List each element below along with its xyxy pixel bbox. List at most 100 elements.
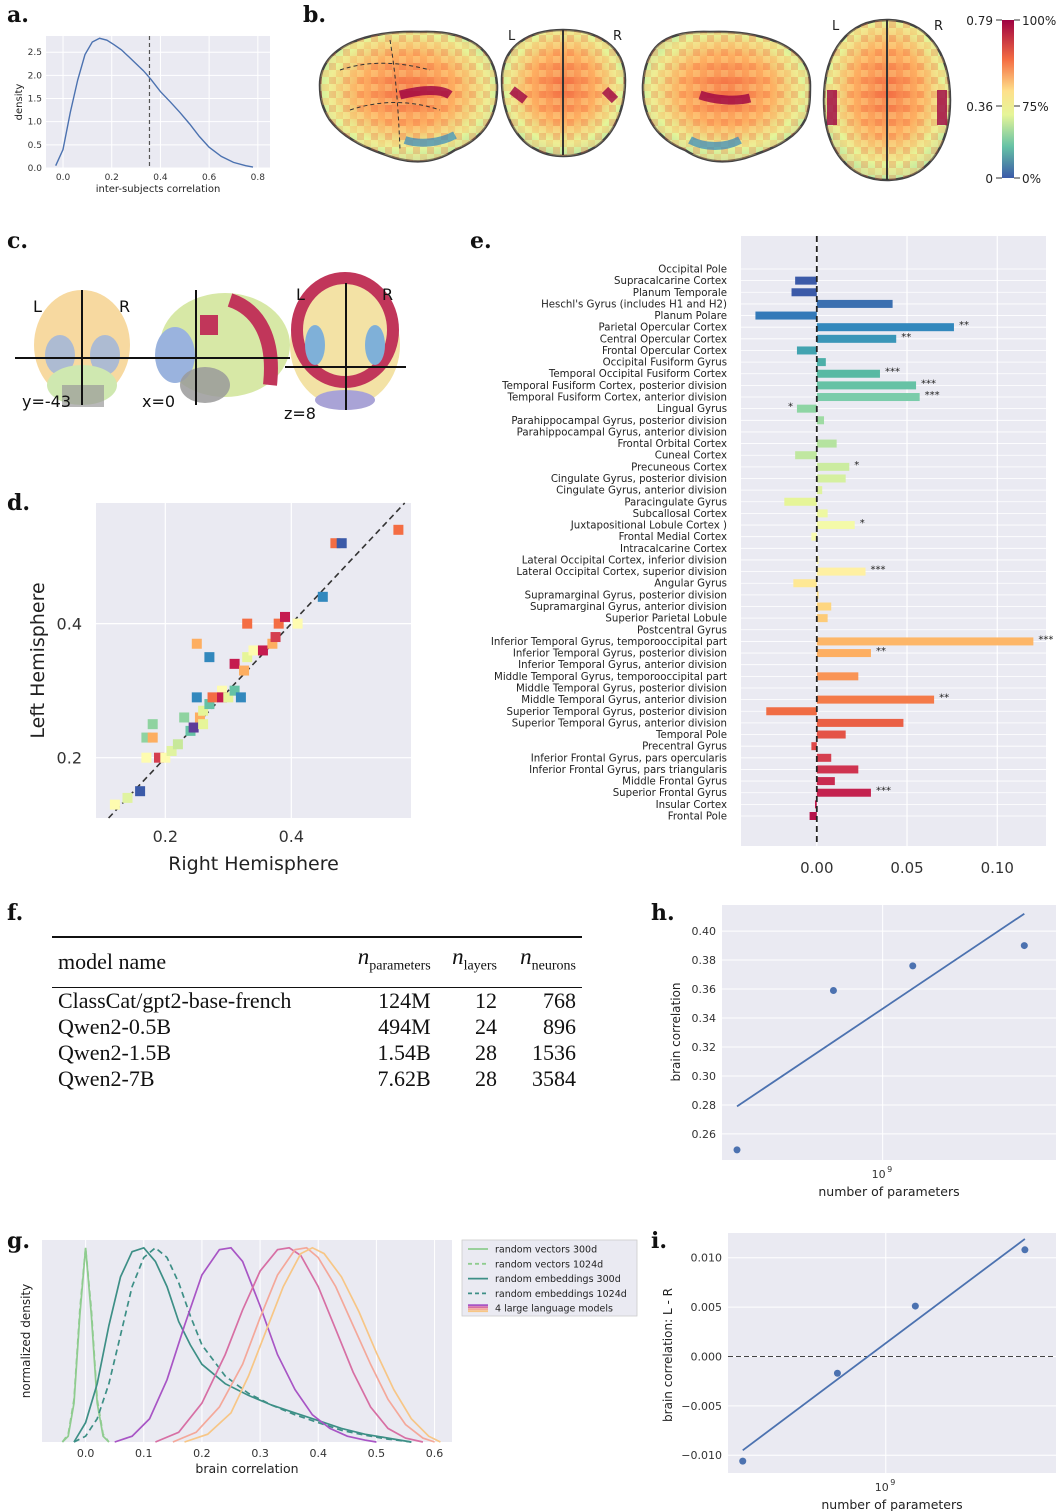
y-tick-label: Occipital Fusiform Gyrus (603, 358, 727, 369)
bar (816, 730, 846, 739)
atlas-coord-x: x=0 (142, 392, 175, 411)
y-tick-label: Lateral Occipital Cortex, superior divis… (516, 567, 727, 578)
scatter-point (217, 685, 227, 696)
scatter-point (239, 665, 250, 676)
y-tick-label: Postcentral Gyrus (637, 625, 727, 636)
atlas-coord-y: y=-43 (22, 392, 71, 411)
scatter-point (109, 799, 120, 810)
significance-label: * (860, 518, 865, 529)
scatter-point (229, 685, 240, 696)
scatter-point (135, 786, 146, 797)
y-tick-label: Superior Frontal Gyrus (613, 788, 727, 799)
chart-h-params-correlation: 0.26 0.28 0.30 0.32 0.34 0.36 0.38 0.40 10 9 numbe… (669, 905, 1056, 1199)
scatter-point (194, 712, 205, 723)
bar (814, 800, 817, 809)
scatter-point (166, 745, 177, 756)
bar (816, 323, 954, 332)
y-tick-label: 2.5 (28, 48, 42, 58)
y-tick-label: Inferior Frontal Gyrus, pars triangulari… (529, 765, 727, 776)
significance-label: ** (959, 320, 969, 331)
significance-label: * (854, 460, 859, 471)
y-tick-label: Insular Cortex (656, 800, 727, 811)
y-axis-label: brain correlation: L - R (661, 1288, 675, 1422)
scatter-point (191, 692, 202, 703)
density-curve (172, 1246, 435, 1443)
bar (811, 742, 817, 751)
table-row: Qwen2-1.5B 1.54B 28 1536 (58, 1040, 576, 1066)
x-tick-label: 0.2 (193, 1447, 211, 1460)
brain-left-lateral (318, 30, 499, 163)
bar (816, 521, 855, 530)
plot-area (722, 905, 1056, 1160)
scatter-point (198, 705, 209, 716)
y-tick-label: Angular Gyrus (654, 579, 727, 590)
y-tick-label: Middle Frontal Gyrus (622, 777, 727, 788)
bar (755, 311, 817, 320)
bar (816, 509, 828, 518)
scatter-point (829, 986, 837, 994)
y-tick-label: Cuneal Cortex (655, 451, 727, 462)
y-tick-label: Frontal Pole (668, 812, 727, 823)
significance-label: *** (1038, 634, 1053, 645)
y-tick-label: Superior Parietal Lobule (605, 614, 727, 625)
scatter-point (204, 699, 215, 710)
legend-entry: random vectors 1024d (495, 1259, 603, 1270)
bar (816, 672, 859, 681)
fit-line (736, 912, 1025, 1108)
panel-label-e: e. (470, 228, 492, 254)
significance-label: ** (939, 693, 949, 704)
panel-label-g: g. (7, 1228, 31, 1254)
panel-label-d: d. (7, 490, 31, 516)
bar (816, 718, 904, 727)
y-tick-label: 0.000 (691, 1350, 723, 1363)
significance-label: ** (876, 646, 886, 657)
density-curve (73, 1246, 412, 1443)
significance-label: *** (876, 786, 891, 797)
y-tick-label: Heschl's Gyrus (includes H1 and H2) (541, 299, 727, 310)
panel-label-f: f. (7, 900, 24, 926)
y-tick-label: 0.0 (28, 164, 43, 174)
bar (816, 474, 846, 483)
bar (811, 532, 817, 541)
y-tick-label: Parietal Opercular Cortex (599, 323, 727, 334)
x-tick-label: 10 (872, 1168, 886, 1181)
x-tick-label: 0.2 (105, 173, 119, 183)
y-tick-label: Frontal Orbital Cortex (617, 439, 727, 450)
scatter-point (257, 645, 268, 656)
colorbar-ticks (996, 19, 1020, 179)
panel-label-b: b. (303, 2, 327, 28)
y-tick-label: Planum Polare (654, 311, 727, 322)
y-tick-label: −0.010 (681, 1449, 722, 1462)
bar (795, 276, 817, 285)
legend-entry: random vectors 300d (495, 1245, 597, 1256)
x-tick-label: 0.00 (800, 859, 833, 877)
colorbar-tick-bot: 0 (985, 172, 993, 186)
scatter-point (229, 658, 240, 669)
colorbar (1002, 20, 1014, 178)
plot-area (96, 503, 411, 818)
bar (816, 695, 935, 704)
bar (816, 777, 835, 786)
y-tick-label: 0.36 (692, 983, 717, 996)
scatter-point (141, 732, 152, 743)
x-tick-label: 0.2 (153, 827, 178, 846)
brain-glass-views: L R L R 0.79 0.36 0 100% 75% 0% (318, 14, 1056, 186)
brain-right-lateral (641, 30, 812, 163)
bar (816, 765, 859, 774)
scatter-point (204, 652, 215, 663)
y-tick-label: 0.26 (692, 1128, 717, 1141)
y-tick-label: Cingulate Gyrus, posterior division (551, 474, 727, 485)
scatter-point (122, 792, 133, 803)
scatter-point (909, 962, 917, 970)
scatter-point (393, 524, 404, 535)
legend-entry: random embeddings 1024d (495, 1289, 627, 1300)
panel-label-i: i. (651, 1228, 668, 1254)
y-tick-label: Lingual Gyrus (657, 404, 727, 415)
table-row: Qwen2-7B 7.62B 28 3584 (58, 1066, 576, 1092)
chart-g-density-curves: 0.0 0.1 0.2 0.3 0.4 0.5 0.6 brain correlation no… (19, 1239, 638, 1476)
scatter-point (242, 618, 253, 629)
legend-box (461, 1239, 638, 1317)
bar (795, 451, 817, 460)
x-tick-label: 0.10 (981, 859, 1014, 877)
